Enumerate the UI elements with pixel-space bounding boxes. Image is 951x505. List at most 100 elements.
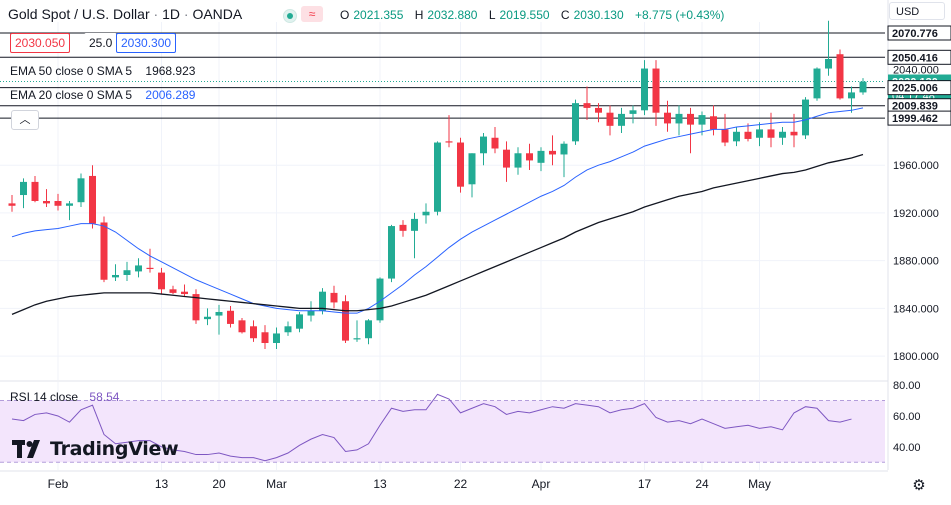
candle-down (583, 103, 591, 108)
low-value: 2019.550 (499, 8, 550, 22)
ema50-value: 1968.923 (145, 64, 196, 78)
open-label: O (340, 8, 350, 22)
price-level-tag (887, 49, 951, 65)
candle-up (422, 211, 430, 216)
ema20-label: EMA 20 close 0 SMA 5 (10, 88, 133, 102)
buy-price-button[interactable]: 2030.300 (116, 33, 177, 53)
candle-up (123, 270, 131, 275)
y-tick-label: 1960.000 (893, 160, 939, 172)
close-label: C (560, 8, 570, 22)
x-tick-label: Apr (532, 477, 551, 491)
candle-down (146, 267, 154, 270)
candle-down (100, 222, 108, 280)
candle-down (836, 54, 844, 99)
candle-down (192, 294, 200, 321)
symbol-name: Gold Spot / U.S. Dollar (8, 6, 150, 22)
candle-down (549, 150, 556, 155)
ema50-legend[interactable]: EMA 50 close 0 SMA 5 1968.923 (10, 64, 195, 78)
high-value: 2032.880 (427, 8, 478, 22)
price-level-label: 2009.839 (892, 101, 938, 113)
candle-up (537, 150, 545, 163)
candle-up (514, 153, 522, 168)
candle-up (468, 153, 476, 185)
high-label: H (414, 8, 424, 22)
ohlc-readout: O 2021.355 H 2032.880 L 2019.550 C 2030.130 … (340, 8, 728, 22)
candle-up (813, 68, 821, 99)
candle-down (767, 129, 775, 138)
candle-down (457, 142, 464, 187)
candle-down (710, 116, 717, 130)
rsi-line (11, 393, 852, 462)
candle-down (158, 272, 165, 290)
rsi-value: 58.54 (89, 390, 120, 404)
change-value: +8.775 (+0.43%) (635, 8, 725, 22)
candle-down (687, 113, 694, 125)
price-level-tag (887, 110, 951, 126)
logo-text: TradingView (50, 438, 179, 460)
x-tick-label: May (748, 477, 771, 491)
ema50-label: EMA 50 close 0 SMA 5 (10, 64, 133, 78)
rsi-y-tick-label: 60.00 (893, 411, 921, 423)
ema20-legend[interactable]: EMA 20 close 0 SMA 5 2006.289 (10, 88, 195, 102)
rsi-y-tick-label: 80.00 (893, 380, 921, 392)
candle-up (848, 92, 855, 99)
tradingview-logo[interactable]: TradingView (12, 438, 179, 460)
candle-up (307, 310, 315, 316)
sell-price-button[interactable]: 2030.050 (10, 33, 71, 53)
candle-up (802, 99, 809, 136)
candle-down (445, 141, 453, 143)
candle-up (215, 311, 223, 316)
x-tick-label: 24 (695, 477, 709, 491)
x-tick-label: 13 (155, 477, 169, 491)
x-tick-label: 17 (638, 477, 652, 491)
rsi-legend[interactable]: RSI 14 close 58.54 (10, 390, 119, 404)
title-separator: · (153, 6, 159, 22)
currency-selector[interactable]: USD (889, 2, 945, 20)
candle-up (675, 113, 683, 124)
candle-up (319, 291, 326, 311)
wave-icon[interactable]: ≈ (301, 6, 323, 22)
candle-up (77, 178, 85, 203)
price-level-label: 2050.416 (892, 52, 938, 64)
close-value: 2030.130 (573, 8, 624, 22)
x-tick-label: 22 (454, 477, 468, 491)
candle-up (480, 136, 487, 154)
y-tick-label: 1920.000 (893, 208, 939, 220)
candle-up (388, 226, 395, 279)
candle-up (296, 314, 303, 329)
low-label: L (488, 8, 496, 22)
x-tick-label: Feb (48, 477, 69, 491)
candle-down (595, 107, 602, 113)
candle-up (204, 316, 211, 320)
candle-down (227, 310, 234, 324)
source-label: OANDA (192, 6, 243, 22)
candle-up (434, 142, 441, 212)
candle-down (31, 181, 39, 201)
candle-down (181, 291, 188, 295)
candle-up (66, 203, 73, 206)
candle-down (399, 224, 407, 231)
candle-up (572, 103, 579, 142)
y-tick-label: 1800.000 (893, 351, 939, 363)
x-tick-label: Mar (266, 477, 287, 491)
ema20-value: 2006.289 (145, 88, 196, 102)
rsi-band (0, 400, 885, 463)
gear-icon[interactable]: ⚙ (912, 477, 926, 494)
candle-up (698, 115, 706, 125)
candle-up (20, 181, 27, 196)
x-tick-label: 20 (212, 477, 226, 491)
candle-up (779, 131, 786, 138)
candle-down (250, 326, 257, 339)
y-tick-label: 1880.000 (893, 256, 939, 268)
candle-down (8, 203, 16, 206)
ema50-line (11, 153, 864, 315)
symbol-title[interactable]: Gold Spot / U.S. Dollar · 1D · OANDA (8, 6, 242, 22)
price-level-label: 1999.462 (892, 113, 938, 125)
live-dot-icon (283, 9, 297, 23)
candle-down (503, 149, 510, 168)
y-tick-label: 2040.000 (893, 65, 939, 77)
chevron-up-icon[interactable]: ︿ (11, 110, 39, 130)
candle-down (721, 129, 729, 143)
